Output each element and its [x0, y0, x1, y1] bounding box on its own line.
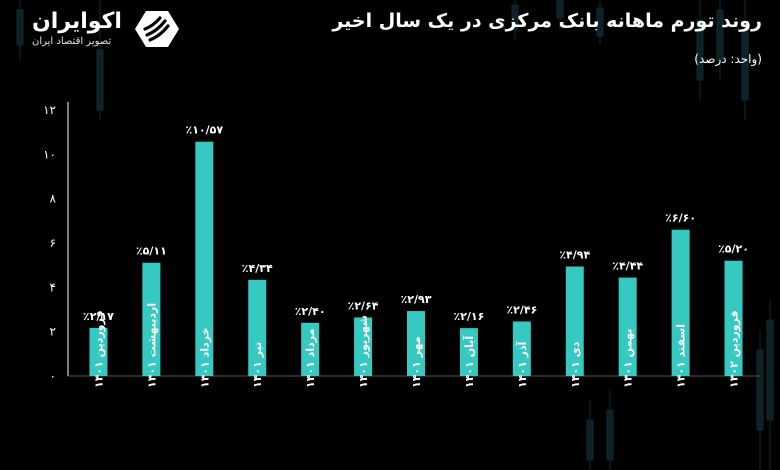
y-tick-label: ۶: [50, 236, 56, 250]
bar-value-label: ٪۶/۶۰: [665, 212, 696, 225]
bar: [724, 260, 743, 376]
x-category-label: بهمن ۱۴۰۱: [622, 329, 635, 388]
bar: [301, 322, 320, 376]
bar-value-label: ٪۴/۳۴: [242, 262, 273, 275]
brand-tagline: تصویر اقتصاد ایران: [32, 36, 112, 47]
bar-value-label: ٪۲/۶۴: [348, 299, 379, 312]
bar-value-label: ٪۵/۱۱: [136, 245, 167, 258]
x-category-label: دی ۱۴۰۱: [569, 341, 582, 388]
x-category-label: فروردین ۱۴۰۱: [92, 310, 105, 388]
bar-value-label: ٪۴/۹۴: [559, 248, 590, 261]
bar: [512, 321, 531, 376]
x-category-label: اردیبهشت ۱۴۰۱: [145, 303, 158, 388]
bar: [459, 328, 478, 376]
bar-value-label: ٪۵/۲۰: [718, 243, 749, 256]
y-tick-label: ۲: [50, 325, 56, 339]
bar-value-label: ٪۲/۱۶: [453, 310, 484, 323]
brand-logo: اکوایران تصویر اقتصاد ایران: [32, 8, 180, 50]
bar: [407, 311, 425, 376]
brand-name: اکوایران: [32, 9, 122, 34]
bar: [248, 279, 267, 376]
x-category-label: مرداد ۱۴۰۱: [304, 329, 317, 388]
x-category-label: خرداد ۱۴۰۱: [198, 327, 211, 388]
bar-value-label: ٪۲/۴۶: [506, 303, 537, 316]
bar-value-label: ٪۱۰/۵۷: [186, 124, 224, 137]
bar-value-label: ٪۴/۴۴: [612, 260, 643, 273]
bar: [671, 229, 690, 376]
y-tick-label: ۸: [50, 192, 57, 206]
brand-text: اکوایران تصویر اقتصاد ایران: [32, 9, 122, 49]
x-category-label: فروردین ۱۴۰۲: [728, 310, 741, 388]
y-tick-label: ۰: [50, 369, 56, 383]
bar-value-label: ٪۲/۱۷: [83, 310, 114, 323]
bar: [89, 327, 108, 376]
bar: [195, 141, 214, 376]
x-category-label: اسفند ۱۴۰۱: [675, 324, 688, 388]
x-category-label: مهر ۱۴۰۱: [410, 336, 423, 388]
x-category-label: آبان ۱۴۰۱: [462, 336, 476, 388]
ecoiran-logo-icon: [134, 8, 180, 50]
bar-value-label: ٪۲/۴۰: [295, 305, 326, 318]
x-category-label: آذر ۱۴۰۱: [515, 341, 529, 388]
x-category-label: تیر ۱۴۰۱: [251, 342, 264, 388]
chart-unit: (واحد: درصد): [694, 52, 762, 66]
bar: [354, 317, 373, 376]
bar: [565, 266, 584, 376]
y-tick-label: ۴: [50, 280, 56, 294]
x-category-label: شهریور ۱۴۰۱: [357, 315, 370, 388]
bar: [142, 262, 161, 376]
bar-value-label: ٪۲/۹۳: [401, 293, 432, 306]
y-tick-label: ۱۰: [43, 147, 56, 161]
y-tick-label: ۱۲: [43, 103, 56, 117]
bar: [618, 277, 637, 376]
chart-title: روند تورم ماهانه بانک مرکزی در یک سال اخ…: [332, 10, 762, 32]
